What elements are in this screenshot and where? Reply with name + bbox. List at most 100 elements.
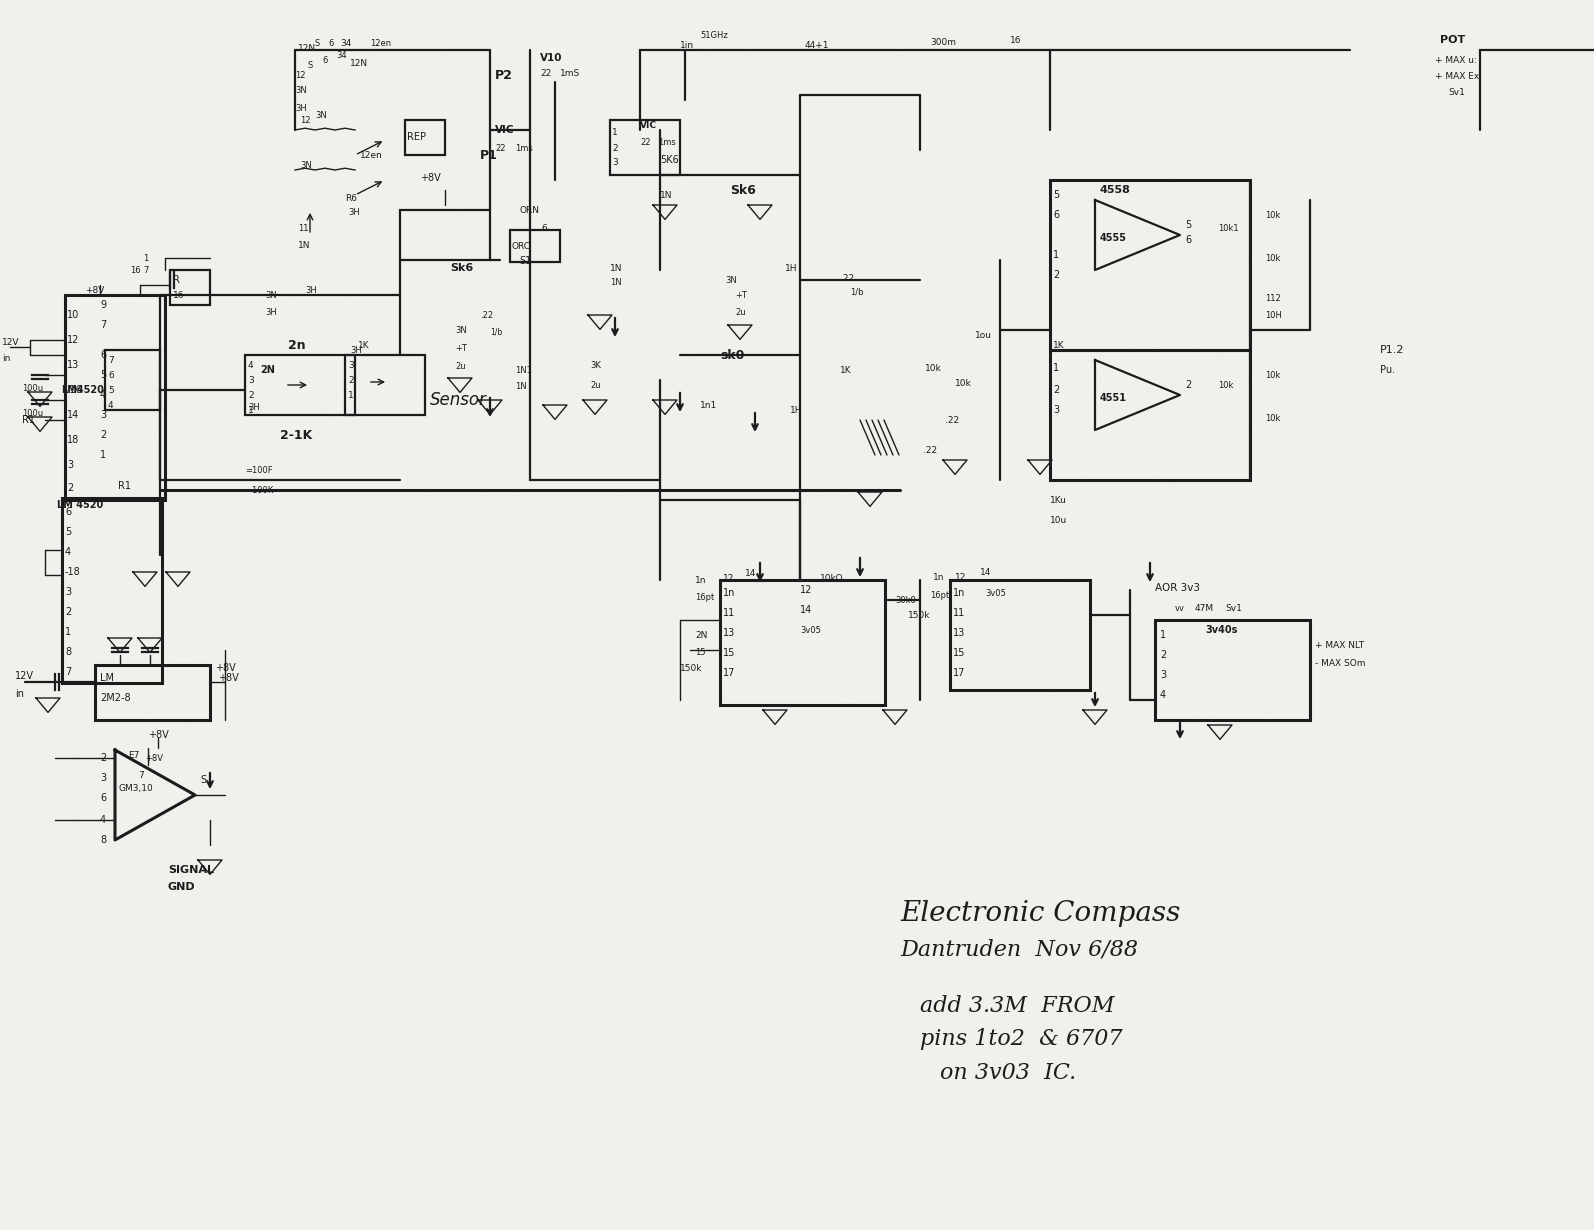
Point [768, 39, 794, 59]
Point [355, 48, 381, 68]
Point [1412, 336, 1438, 355]
Point [1269, 1184, 1294, 1204]
Point [1419, 1219, 1444, 1230]
Point [26, 600, 51, 620]
Point [241, 30, 266, 49]
Point [971, 300, 996, 320]
Text: 12V: 12V [14, 672, 33, 681]
Point [1133, 193, 1159, 213]
Point [148, 817, 174, 836]
Point [1361, 1005, 1387, 1025]
Point [78, 1005, 104, 1025]
Point [1556, 1098, 1581, 1118]
Point [1388, 876, 1414, 895]
Point [1554, 277, 1580, 296]
Point [891, 1214, 917, 1230]
Point [803, 58, 829, 77]
Point [582, 223, 607, 242]
Point [1278, 498, 1304, 518]
Point [995, 1027, 1020, 1047]
Point [1406, 384, 1431, 403]
Point [467, 608, 493, 627]
Point [1151, 925, 1176, 945]
Point [1208, 376, 1234, 396]
Point [1436, 121, 1462, 140]
Point [850, 587, 875, 606]
Point [799, 1105, 824, 1124]
Point [196, 1041, 222, 1060]
Point [16, 406, 41, 426]
Point [222, 747, 247, 766]
Point [1188, 1002, 1213, 1022]
Point [308, 53, 333, 73]
Point [960, 620, 985, 640]
Point [676, 122, 701, 141]
Point [143, 472, 169, 492]
Point [660, 889, 685, 909]
Point [247, 219, 273, 239]
Point [799, 791, 824, 811]
Point [588, 95, 614, 114]
Point [612, 1151, 638, 1171]
Point [630, 825, 655, 845]
Point [311, 156, 336, 176]
Point [1561, 162, 1586, 182]
Point [347, 1018, 373, 1038]
Point [182, 214, 207, 234]
Point [429, 1191, 454, 1210]
Point [1530, 804, 1556, 824]
Point [1503, 1154, 1529, 1173]
Point [485, 604, 510, 624]
Point [1065, 1159, 1090, 1178]
Point [41, 648, 67, 668]
Point [1468, 954, 1494, 974]
Point [896, 1105, 921, 1124]
Point [776, 760, 802, 780]
Point [1497, 692, 1522, 712]
Point [349, 405, 375, 424]
Point [402, 913, 427, 932]
Point [368, 355, 394, 375]
Point [1290, 274, 1315, 294]
Point [276, 488, 301, 508]
Point [1259, 573, 1285, 593]
Point [634, 15, 660, 34]
Point [1063, 1030, 1089, 1049]
Point [445, 626, 470, 646]
Point [520, 81, 545, 101]
Point [685, 919, 711, 938]
Point [1502, 512, 1527, 531]
Point [155, 462, 180, 482]
Point [357, 640, 383, 659]
Point [497, 376, 523, 396]
Point [448, 184, 473, 204]
Point [711, 458, 736, 477]
Point [1455, 979, 1481, 999]
Point [1481, 916, 1506, 936]
Point [113, 5, 139, 25]
Point [1100, 1086, 1125, 1106]
Point [5, 846, 30, 866]
Point [277, 822, 303, 841]
Point [1310, 1134, 1336, 1154]
Text: +T: +T [735, 290, 748, 299]
Point [1047, 573, 1073, 593]
Point [37, 424, 62, 444]
Point [564, 31, 590, 50]
Point [746, 353, 771, 373]
Point [308, 385, 333, 405]
Point [478, 0, 504, 10]
Point [1286, 28, 1312, 48]
Text: 10u: 10u [1050, 515, 1068, 524]
Point [767, 1167, 792, 1187]
Point [57, 1089, 83, 1108]
Point [1361, 701, 1387, 721]
Point [1046, 276, 1071, 295]
Point [1170, 1133, 1196, 1153]
Point [638, 863, 663, 883]
Point [1009, 962, 1035, 982]
Point [899, 1087, 925, 1107]
Point [1254, 702, 1280, 722]
Point [899, 726, 925, 745]
Point [190, 772, 215, 792]
